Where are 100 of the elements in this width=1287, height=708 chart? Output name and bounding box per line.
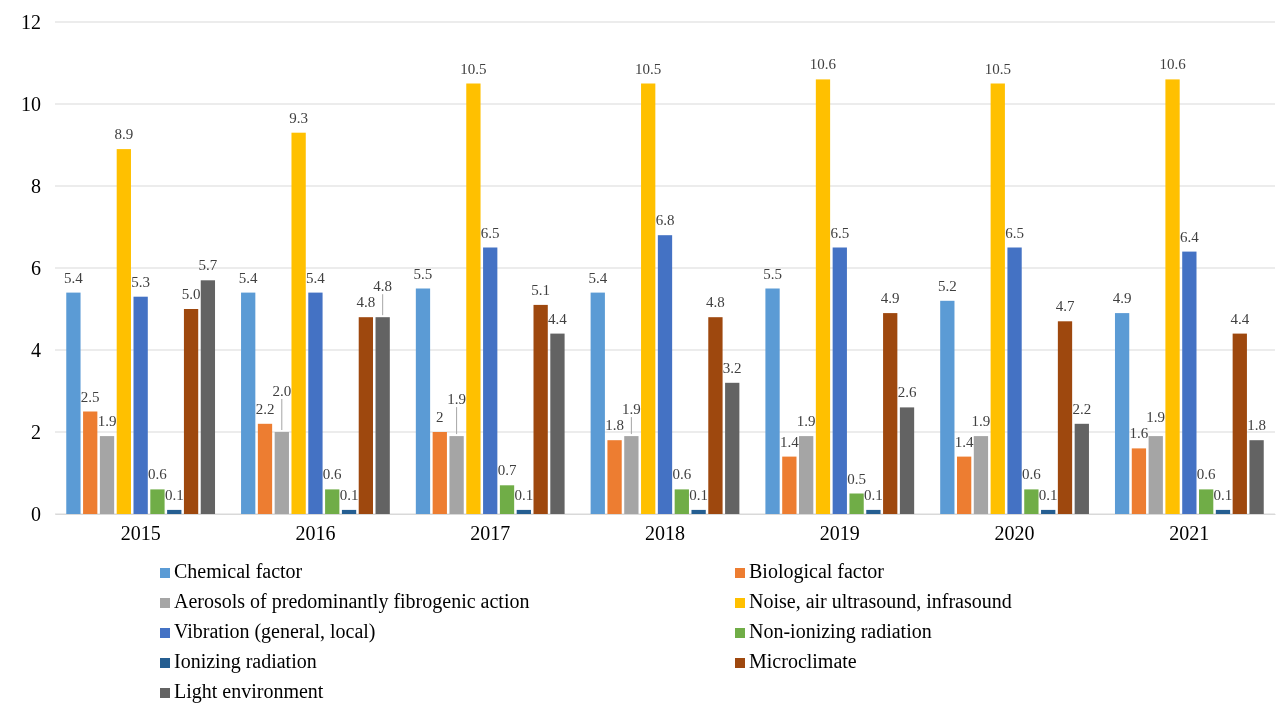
- bar: [83, 411, 98, 514]
- data-label: 0.6: [1196, 466, 1217, 483]
- data-label: 5.5: [413, 265, 433, 282]
- bar: [590, 292, 605, 514]
- bar: [200, 280, 216, 514]
- data-label: 2.2: [255, 400, 275, 417]
- data-label: 4.9: [880, 290, 900, 307]
- legend-label: Ionizing radiation: [174, 650, 317, 673]
- data-label: 5.0: [181, 286, 201, 302]
- bar: [499, 485, 515, 514]
- data-label: 2.2: [1072, 400, 1092, 417]
- bar: [308, 292, 323, 514]
- bar: [765, 288, 780, 514]
- data-label: 1.9: [622, 401, 641, 418]
- bar: [432, 432, 447, 514]
- data-label: 5.5: [763, 265, 782, 282]
- bar: [375, 317, 390, 514]
- bar: [957, 456, 972, 514]
- bar: [325, 489, 340, 514]
- bar: [1074, 423, 1089, 514]
- data-label: 2.5: [80, 388, 100, 405]
- bar: [1007, 247, 1022, 514]
- data-label: 2.6: [897, 384, 917, 401]
- bar: [116, 149, 131, 514]
- bar: [133, 296, 148, 514]
- bar: [167, 509, 182, 514]
- x-tick-label: 2019: [819, 522, 860, 545]
- bar: [358, 317, 373, 514]
- data-label: 1.8: [1247, 417, 1266, 434]
- data-label: 4.8: [356, 294, 376, 311]
- data-label: 0.6: [1022, 466, 1042, 483]
- bar: [550, 333, 565, 514]
- data-label: 1.9: [971, 413, 991, 430]
- x-tick-label: 2017: [470, 522, 511, 545]
- data-label: 5.4: [238, 269, 259, 286]
- data-label: 6.5: [830, 224, 850, 241]
- data-label: 6.4: [1179, 228, 1200, 245]
- bar: [449, 436, 464, 514]
- bar: [832, 247, 847, 514]
- bar: [466, 83, 481, 514]
- bar: [241, 292, 256, 514]
- bar: [641, 83, 656, 514]
- bar: [899, 407, 915, 514]
- y-tick-label: 6: [31, 256, 41, 279]
- y-tick-label: 8: [31, 174, 41, 197]
- legend-label: Non-ionizing radiation: [749, 620, 932, 643]
- data-label: 5.3: [131, 273, 151, 290]
- bar: [973, 436, 989, 514]
- bar: [1182, 251, 1197, 514]
- bar: [183, 309, 199, 514]
- bar: [1249, 440, 1264, 514]
- bar: [674, 489, 689, 514]
- bar: [274, 432, 289, 514]
- data-label: 1.4: [954, 433, 975, 450]
- data-label: 5.4: [306, 269, 326, 286]
- data-label: 5.7: [198, 257, 218, 274]
- data-label: 10.6: [1159, 56, 1187, 73]
- bar: [415, 288, 431, 514]
- bar: [940, 300, 955, 514]
- y-tick-label: 0: [31, 502, 41, 525]
- data-label: 2.0: [272, 383, 292, 399]
- x-tick-label: 2020: [994, 522, 1035, 545]
- data-label: 1.9: [796, 413, 816, 430]
- bar: [725, 382, 740, 514]
- bar: [257, 423, 273, 514]
- bar: [990, 83, 1005, 514]
- data-label: 0.1: [339, 486, 359, 503]
- data-label: 0.6: [322, 466, 343, 483]
- data-label: 4.9: [1112, 290, 1132, 307]
- data-label: 3.2: [722, 359, 742, 376]
- data-label: 0.1: [1213, 486, 1233, 503]
- data-label: 10.5: [984, 60, 1011, 77]
- data-label: 1.6: [1129, 425, 1149, 442]
- bar: [1057, 321, 1073, 514]
- data-label: 1.9: [1146, 409, 1166, 426]
- bar: [799, 436, 814, 514]
- legend-label: Chemical factor: [174, 560, 303, 582]
- data-label: 1.9: [97, 413, 117, 430]
- bar: [341, 509, 357, 514]
- data-label: 5.1: [531, 281, 551, 298]
- legend-label: Aerosols of predominantly fibrogenic action: [174, 590, 530, 613]
- data-label: 4.8: [373, 278, 393, 295]
- data-label: 10.5: [460, 60, 487, 77]
- bar: [657, 235, 673, 514]
- x-tick-label: 2021: [1169, 522, 1210, 545]
- bar: [66, 292, 81, 514]
- data-label: 0.5: [847, 470, 866, 487]
- bar: [815, 79, 831, 514]
- bar: [1024, 489, 1039, 514]
- bar: [533, 304, 548, 514]
- data-label: 0.1: [689, 486, 708, 503]
- bar: [624, 436, 639, 514]
- data-label: 6.5: [480, 224, 500, 241]
- bar: [1041, 509, 1056, 514]
- data-label: 0.6: [672, 466, 692, 483]
- data-label: 5.2: [937, 277, 957, 294]
- y-tick-label: 10: [21, 92, 41, 115]
- legend-label: Biological factor: [749, 560, 885, 583]
- bar: [883, 313, 898, 514]
- data-label: 5.4: [588, 269, 608, 286]
